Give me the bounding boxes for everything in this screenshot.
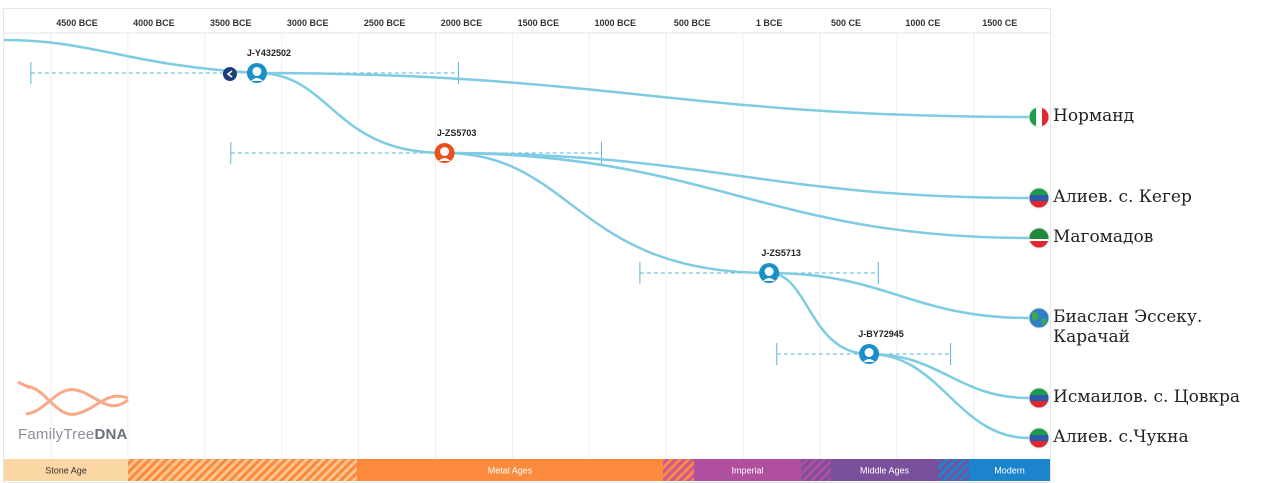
branch-to-sample xyxy=(444,151,1030,200)
axis-tick-label: 1500 BCE xyxy=(518,18,560,28)
branch-root xyxy=(4,38,258,75)
node-label: J-Y432502 xyxy=(247,48,291,58)
haplogroup-node[interactable]: J-Y432502 xyxy=(222,48,291,83)
sample-name[interactable]: Алиев. с.Чукна xyxy=(1053,427,1189,447)
sample-name[interactable]: Исмаилов. с. Цовкра xyxy=(1053,387,1240,407)
haplogroup-node[interactable]: J-BY72945 xyxy=(858,329,904,364)
axis-tick-label: 3500 BCE xyxy=(210,18,252,28)
era-label: Metal Ages xyxy=(488,466,533,476)
era-label: Imperial xyxy=(731,466,763,476)
era-bar: Stone Age Metal Ages Imperial Middle Ages Mo… xyxy=(4,459,1050,481)
axis-tick-label: 500 CE xyxy=(831,18,861,28)
dagestan-flag-icon xyxy=(1028,427,1050,449)
sample-name-line: Магомадов xyxy=(1053,227,1154,247)
era-label: Modern xyxy=(994,466,1025,476)
axis-tick-label: 1000 BCE xyxy=(595,18,637,28)
era-segment xyxy=(801,459,831,481)
node-label: J-BY72945 xyxy=(858,329,904,339)
axis-tick-label: 1000 CE xyxy=(905,18,940,28)
time-axis: 4500 BCE 4000 BCE 3500 BCE 3000 BCE 2500 BCE… xyxy=(4,18,1050,34)
axis-tick-label: 4500 BCE xyxy=(56,18,98,28)
branch-to-sample xyxy=(256,71,1030,119)
era-segment xyxy=(128,459,357,481)
timeline-frame: 4500 BCE 4000 BCE 3500 BCE 3000 BCE 2500 BCE… xyxy=(3,8,1051,483)
back-arrow-icon[interactable] xyxy=(222,67,237,81)
sample-name-line: Норманд xyxy=(1053,106,1135,126)
chechnya-flag-icon xyxy=(1028,227,1050,249)
sample-name-line: Алиев. с. Кегер xyxy=(1053,187,1192,207)
sample-name[interactable]: Алиев. с. Кегер xyxy=(1053,187,1192,207)
era-label: Middle Ages xyxy=(860,466,910,476)
grid-lines xyxy=(50,33,975,459)
sample-name-line: Алиев. с.Чукна xyxy=(1053,427,1189,447)
branch-link xyxy=(444,151,770,275)
era-label: Stone Age xyxy=(45,466,87,476)
globe-flag-icon xyxy=(1028,307,1050,329)
flags xyxy=(1028,106,1050,449)
axis-tick-label: 1500 CE xyxy=(982,18,1017,28)
axis-tick-label: 4000 BCE xyxy=(133,18,175,28)
node-label: J-ZS5703 xyxy=(437,128,477,138)
dagestan-flag-icon xyxy=(1028,187,1050,209)
sample-name-line: Исмаилов. с. Цовкра xyxy=(1053,387,1241,407)
branch-to-sample xyxy=(869,352,1030,440)
dna-logo-icon xyxy=(17,380,129,416)
axis-tick-label: 2000 BCE xyxy=(441,18,483,28)
sample-name-line: Биаслан Эссеку. xyxy=(1053,307,1203,327)
era-segment xyxy=(938,459,969,481)
haplogroup-node[interactable]: J-ZS5703 xyxy=(434,128,477,163)
sample-name[interactable]: Магомадов xyxy=(1053,227,1153,247)
axis-tick-label: 1 BCE xyxy=(756,18,783,28)
era-segment xyxy=(663,459,694,481)
branch-link xyxy=(769,271,870,356)
haplogroup-nodes: J-Y432502 J-ZS5703 J-ZS5713 J-BY72945 xyxy=(222,48,904,364)
brand-name: FamilyTreeDNA xyxy=(18,426,128,443)
era-segment xyxy=(4,459,128,481)
timeline-chart: 4500 BCE 4000 BCE 3500 BCE 3000 BCE 2500 BCE… xyxy=(4,18,1050,481)
branches xyxy=(4,38,1030,440)
axis-tick-label: 2500 BCE xyxy=(364,18,406,28)
axis-tick-label: 3000 BCE xyxy=(287,18,329,28)
branch-link xyxy=(256,71,445,155)
italy-flag-icon xyxy=(1028,106,1050,128)
branch-to-sample xyxy=(444,151,1030,240)
branch-to-sample xyxy=(869,352,1030,400)
era-segment xyxy=(831,459,938,481)
branch-to-sample xyxy=(769,271,1030,320)
era-segment xyxy=(694,459,801,481)
era-segment xyxy=(357,459,663,481)
haplogroup-node[interactable]: J-ZS5713 xyxy=(759,248,801,283)
sample-name-line: Карачай xyxy=(1053,327,1131,347)
sample-name[interactable]: Норманд xyxy=(1053,106,1134,126)
node-label: J-ZS5713 xyxy=(761,248,801,258)
dagestan-flag-icon xyxy=(1028,387,1050,409)
era-segment xyxy=(969,459,1050,481)
sample-name[interactable]: Биаслан Эссеку. Карачай xyxy=(1053,307,1202,347)
axis-tick-label: 500 BCE xyxy=(674,18,711,28)
